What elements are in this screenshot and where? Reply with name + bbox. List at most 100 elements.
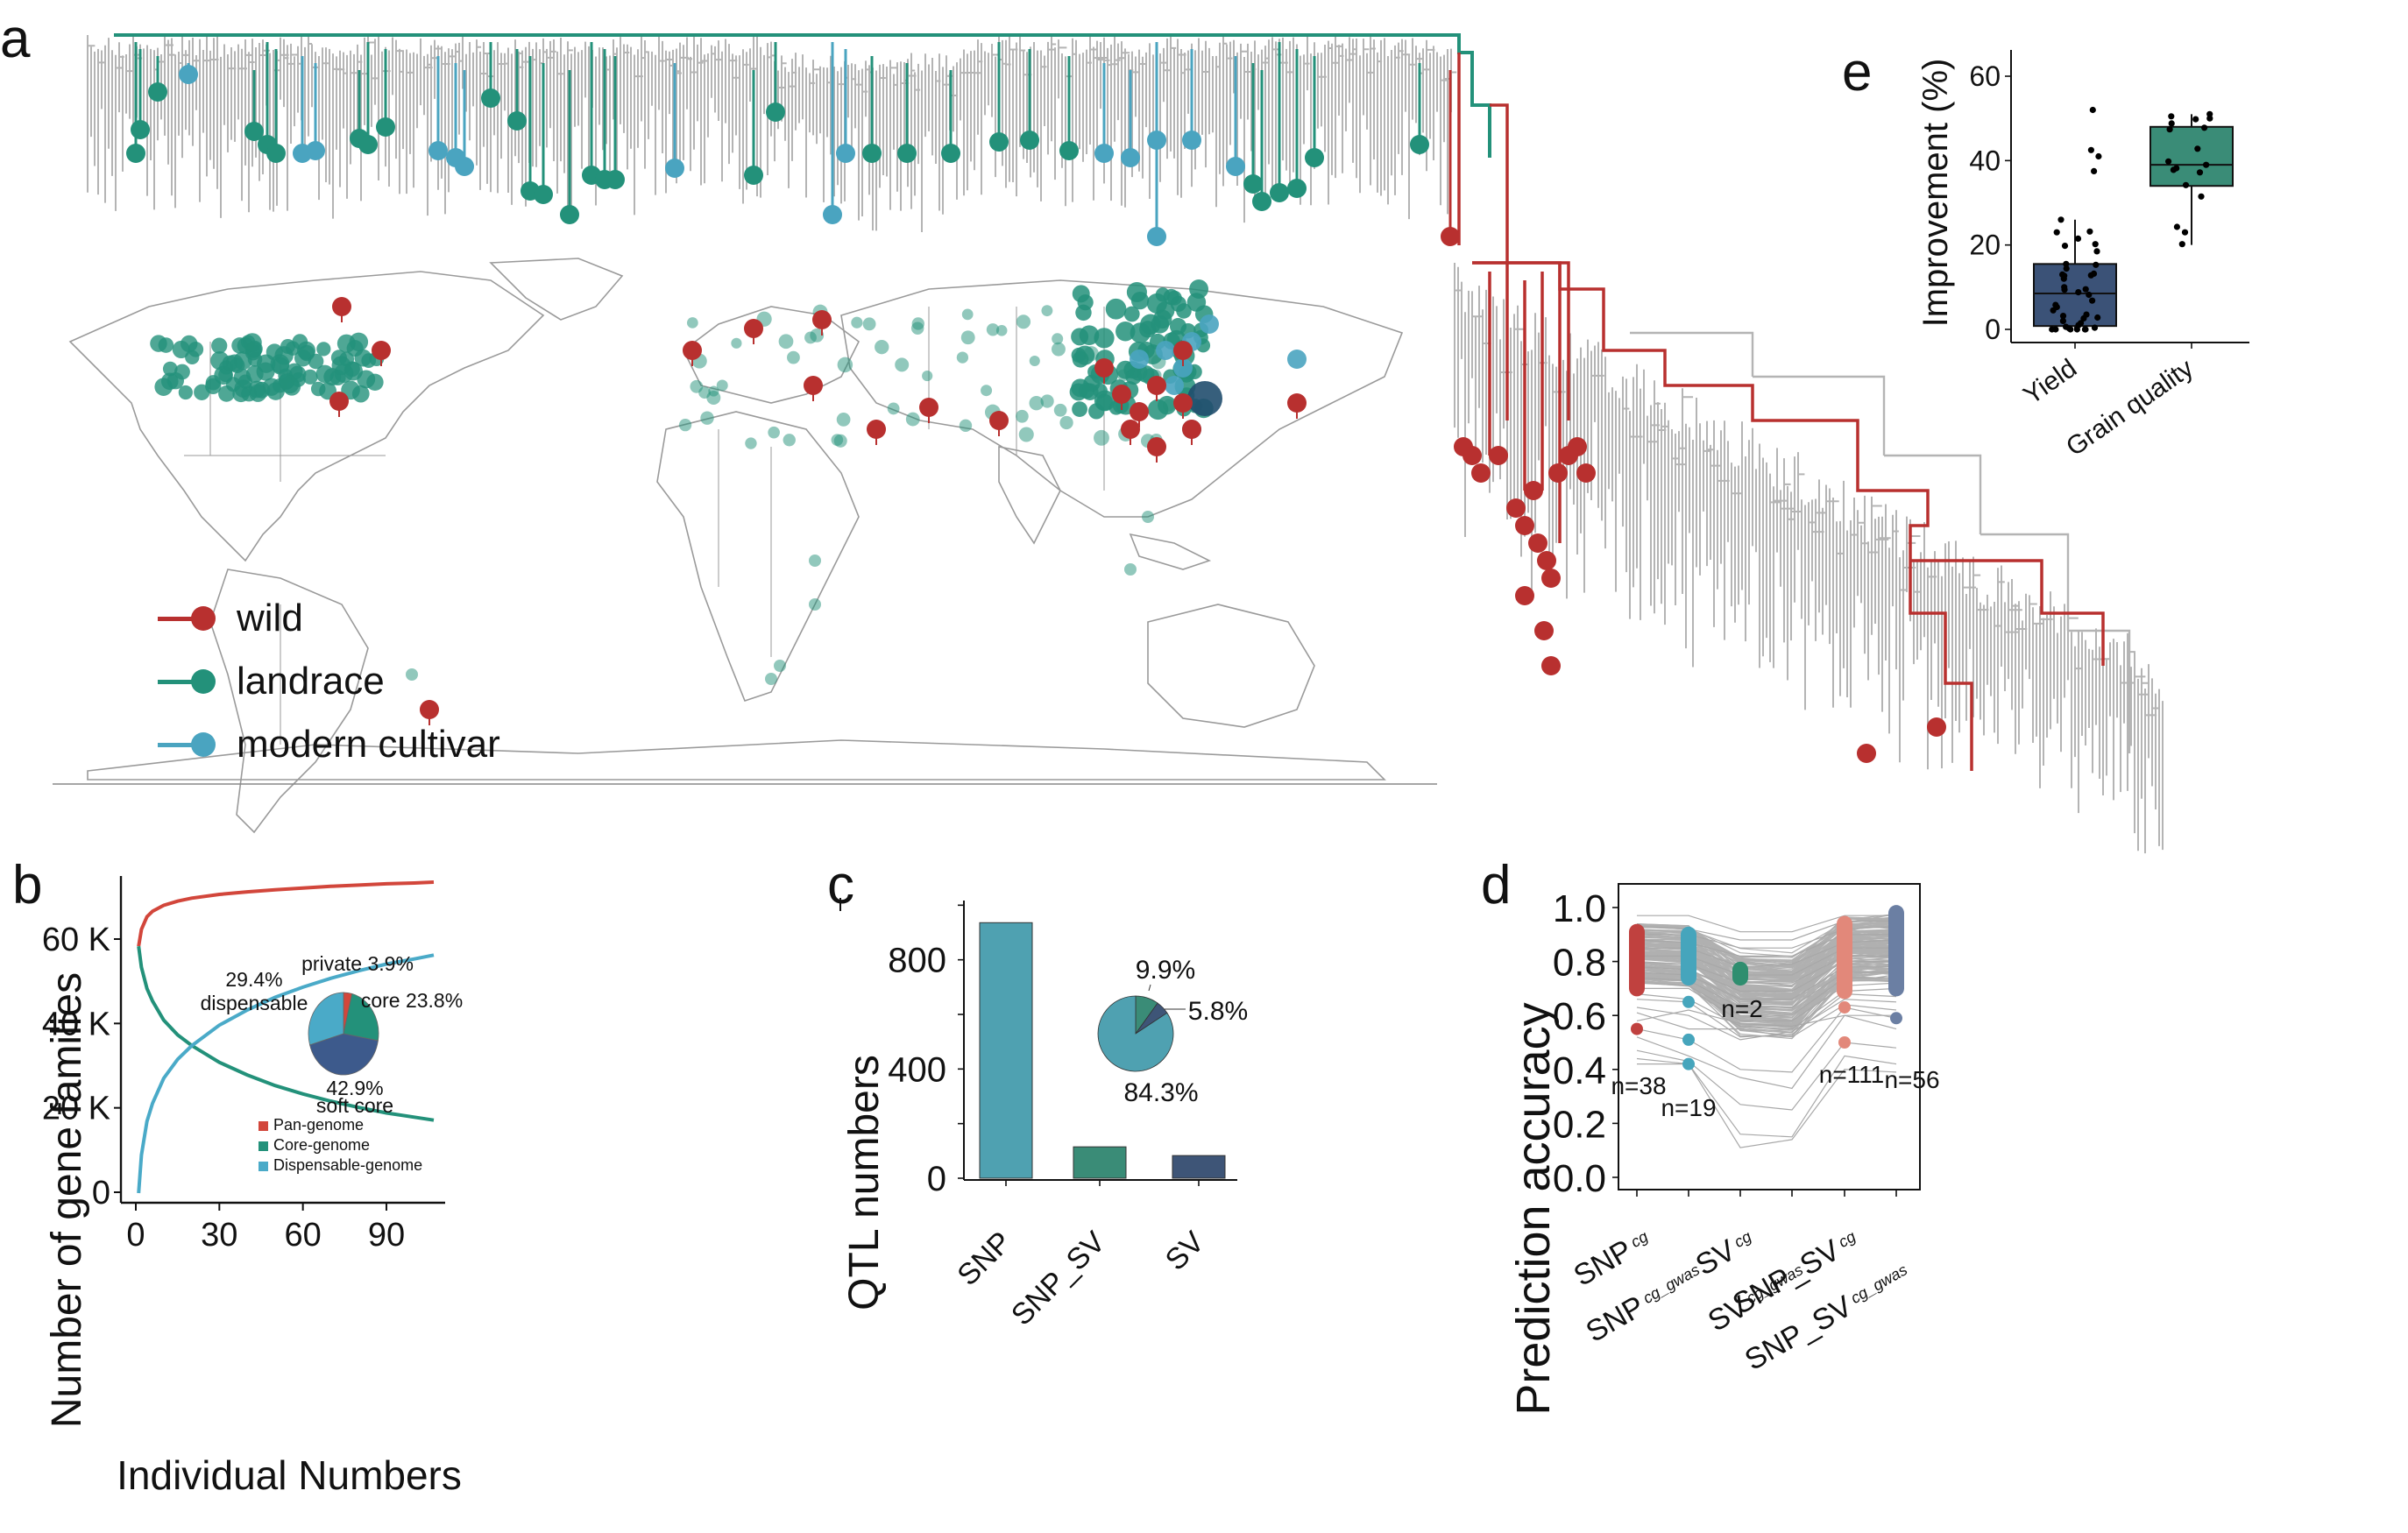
- map-point-landrace: [406, 668, 418, 681]
- map-point-landrace: [1016, 314, 1031, 329]
- x-tick-sub: cg_gwas: [1844, 1261, 1910, 1309]
- map-point-landrace: [1115, 321, 1136, 342]
- tree-gray-leaves-upper: [87, 35, 1457, 233]
- tip-marker-landrace: [744, 166, 763, 185]
- map-point-landrace: [1018, 427, 1034, 442]
- pie-label-snp: 84.3%: [1123, 1078, 1198, 1107]
- n-label: n=38: [1611, 1072, 1666, 1099]
- highlight-point: [1682, 1033, 1695, 1046]
- map-point-landrace: [316, 342, 331, 357]
- tree-background-branches: [87, 35, 2164, 854]
- pie-label-soft-core-value: 42.9%: [326, 1077, 383, 1099]
- map-point-landrace: [1029, 395, 1044, 411]
- tree-gray-internal: [1630, 331, 2131, 753]
- data-point: [2093, 261, 2100, 268]
- tip-marker-modern-cultivar: [1094, 144, 1114, 163]
- map-landmass-outline: [656, 411, 860, 702]
- accuracy-line: [1636, 987, 1897, 1030]
- map-point-landrace: [222, 355, 238, 371]
- tip-marker-wild: [1441, 227, 1460, 246]
- accuracy-line: [1636, 979, 1897, 1023]
- map-point-landrace: [344, 361, 360, 378]
- tip-marker-wild: [1515, 516, 1534, 535]
- map-point-landrace: [887, 402, 900, 415]
- map-point-landrace: [745, 437, 757, 449]
- y-tick-label: 0: [92, 1175, 110, 1212]
- accuracy-line: [1637, 947, 1896, 976]
- tip-marker-wild: [1541, 569, 1561, 588]
- tip-marker-landrace: [266, 144, 286, 163]
- data-point: [2181, 229, 2189, 236]
- legend-marker-modern-cultivar: [191, 732, 216, 757]
- map-point-landrace: [678, 418, 692, 432]
- map-point-landrace: [181, 335, 198, 353]
- tip-marker-landrace: [1410, 135, 1429, 154]
- map-point-wild: [1287, 393, 1307, 413]
- map-point-landrace: [1123, 306, 1140, 322]
- pie-slice-snp: [1097, 995, 1174, 1072]
- y-tick-label: 40: [1969, 145, 2001, 176]
- map-point-landrace: [158, 337, 174, 353]
- map-point-landrace: [851, 316, 863, 328]
- tree-wild-lineages: [1457, 53, 2105, 771]
- map-point-landrace: [700, 411, 714, 425]
- tip-marker-wild: [1524, 481, 1543, 500]
- pie-label-snp-sv: 9.9%: [1136, 956, 1195, 985]
- panel-label-d: d: [1481, 855, 1512, 915]
- y-axis-label: QTL numbers: [841, 1055, 888, 1310]
- map-point-landrace: [1052, 333, 1064, 345]
- map-point-modern-cultivar: [1287, 350, 1307, 369]
- data-point: [2182, 181, 2190, 188]
- accuracy-line: [1636, 1042, 1897, 1111]
- tip-marker-wild: [1528, 533, 1547, 553]
- highlight-point: [1890, 1012, 1902, 1025]
- map-point-wild: [1147, 376, 1166, 395]
- accuracy-line: [1636, 1004, 1897, 1038]
- map-point-wild: [744, 319, 763, 338]
- data-point: [2198, 193, 2205, 200]
- panel-label-a: a: [0, 9, 31, 69]
- accuracy-line: [1636, 948, 1897, 1000]
- map-point-landrace: [690, 379, 704, 393]
- accuracy-line: [1637, 915, 1896, 933]
- map-point-landrace: [895, 357, 910, 372]
- map-point-landrace: [961, 308, 974, 321]
- map-point-landrace: [1142, 511, 1154, 523]
- x-tick-label: Grain quality: [2061, 354, 2199, 463]
- data-point: [2201, 124, 2208, 131]
- accuracy-line: [1637, 982, 1897, 1021]
- legend-line-wild: [158, 616, 195, 621]
- tip-marker-wild: [1541, 656, 1561, 675]
- map-point-landrace: [768, 426, 780, 439]
- box-yield: [2033, 263, 2117, 328]
- box-grain-quality: [2149, 125, 2234, 187]
- accuracy-line: [1636, 940, 1897, 1001]
- map-point-landrace: [1059, 415, 1073, 430]
- map-point-landrace: [959, 419, 973, 433]
- data-point: [2075, 289, 2082, 296]
- data-point: [2093, 248, 2100, 255]
- map-point-landrace: [910, 321, 924, 335]
- tip-marker-wild: [1471, 463, 1491, 483]
- tip-marker-landrace: [766, 102, 785, 122]
- map-point-landrace: [1146, 293, 1167, 314]
- tip-marker-landrace: [862, 144, 882, 163]
- tree-wild-subclades: [1472, 261, 1570, 543]
- accuracy-line: [1636, 1009, 1896, 1028]
- tip-marker-landrace: [1270, 183, 1289, 202]
- map-point-landrace: [905, 412, 920, 427]
- tip-marker-landrace: [534, 185, 553, 204]
- accuracy-line: [1637, 939, 1897, 968]
- data-point: [2059, 313, 2067, 320]
- map-legend: wild landrace modern cultivar: [158, 587, 500, 776]
- map-point-landrace: [809, 555, 821, 567]
- map-point-landrace: [774, 660, 786, 672]
- data-point: [2057, 216, 2065, 223]
- tip-marker-landrace: [481, 88, 500, 108]
- tip-marker-modern-cultivar: [1121, 148, 1140, 167]
- map-point-modern-cultivar: [1156, 341, 1175, 360]
- data-point: [2059, 317, 2066, 324]
- series-lines: [137, 880, 435, 1194]
- map-point-landrace: [804, 331, 817, 344]
